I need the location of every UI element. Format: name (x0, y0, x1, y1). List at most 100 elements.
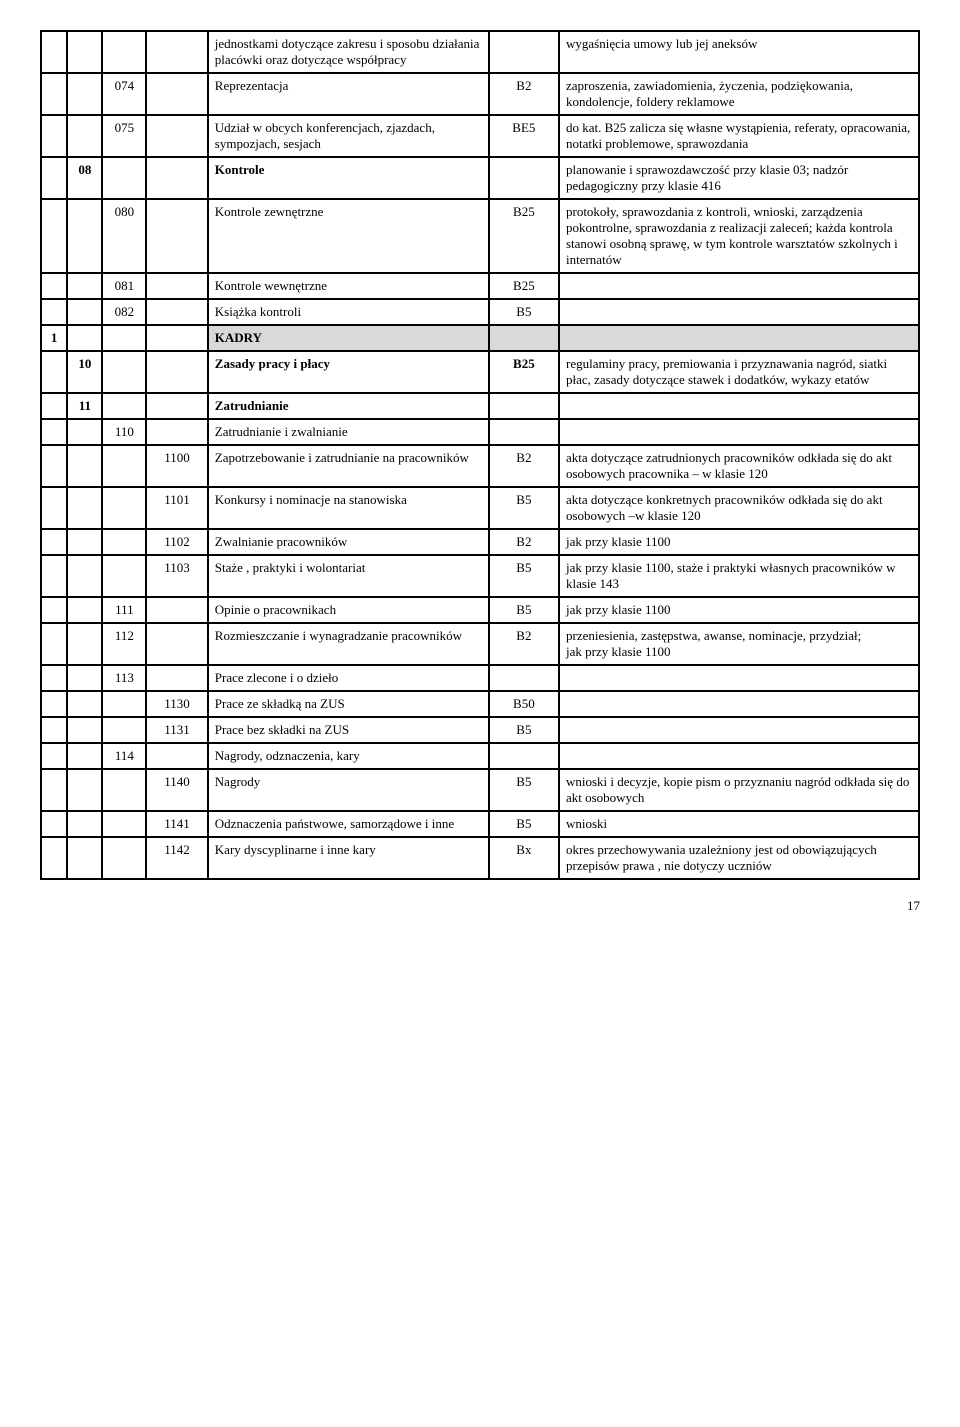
cell-desc: jednostkami dotyczące zakresu i sposobu … (208, 31, 489, 73)
cell-c4: 1130 (146, 691, 207, 717)
cell-c1 (41, 837, 67, 879)
table-row: jednostkami dotyczące zakresu i sposobu … (41, 31, 919, 73)
cell-desc: Staże , praktyki i wolontariat (208, 555, 489, 597)
cell-c2 (67, 115, 102, 157)
cell-c1 (41, 743, 67, 769)
cell-c4 (146, 73, 207, 115)
cell-c4: 1103 (146, 555, 207, 597)
classification-table: jednostkami dotyczące zakresu i sposobu … (40, 30, 920, 880)
cell-c4 (146, 31, 207, 73)
cell-c3 (102, 325, 146, 351)
cell-notes (559, 743, 919, 769)
table-row: 1141Odznaczenia państwowe, samorządowe i… (41, 811, 919, 837)
cell-desc: Odznaczenia państwowe, samorządowe i inn… (208, 811, 489, 837)
cell-c2 (67, 529, 102, 555)
cell-c2: 08 (67, 157, 102, 199)
cell-notes: akta dotyczące konkretnych pracowników o… (559, 487, 919, 529)
cell-desc: Prace ze składką na ZUS (208, 691, 489, 717)
table-row: 10Zasady pracy i płacyB25regulaminy prac… (41, 351, 919, 393)
cell-c2: 10 (67, 351, 102, 393)
cell-cat: B50 (489, 691, 559, 717)
cell-c1: 1 (41, 325, 67, 351)
cell-c4: 1131 (146, 717, 207, 743)
table-row: 1100Zapotrzebowanie i zatrudnianie na pr… (41, 445, 919, 487)
table-row: 081Kontrole wewnętrzneB25 (41, 273, 919, 299)
cell-c2 (67, 769, 102, 811)
table-row: 1131Prace bez składki na ZUSB5 (41, 717, 919, 743)
cell-c2 (67, 419, 102, 445)
cell-c4 (146, 419, 207, 445)
cell-desc: Zatrudnianie i zwalnianie (208, 419, 489, 445)
cell-notes: do kat. B25 zalicza się własne wystąpien… (559, 115, 919, 157)
cell-notes (559, 299, 919, 325)
table-row: 1101Konkursy i nominacje na stanowiskaB5… (41, 487, 919, 529)
table-row: 074ReprezentacjaB2zaproszenia, zawiadomi… (41, 73, 919, 115)
cell-desc: Konkursy i nominacje na stanowiska (208, 487, 489, 529)
cell-notes (559, 419, 919, 445)
table-row: 082Książka kontroliB5 (41, 299, 919, 325)
cell-c1 (41, 555, 67, 597)
cell-c4: 1141 (146, 811, 207, 837)
table-row: 112Rozmieszczanie i wynagradzanie pracow… (41, 623, 919, 665)
cell-cat: B5 (489, 717, 559, 743)
cell-c1 (41, 665, 67, 691)
cell-c4 (146, 393, 207, 419)
cell-c2 (67, 487, 102, 529)
cell-c1 (41, 157, 67, 199)
cell-c3 (102, 157, 146, 199)
cell-c4 (146, 351, 207, 393)
table-row: 1130Prace ze składką na ZUSB50 (41, 691, 919, 717)
cell-c2 (67, 837, 102, 879)
cell-c4 (146, 665, 207, 691)
table-row: 1140NagrodyB5wnioski i decyzje, kopie pi… (41, 769, 919, 811)
cell-notes: wnioski i decyzje, kopie pism o przyznan… (559, 769, 919, 811)
cell-c2 (67, 31, 102, 73)
cell-c1 (41, 273, 67, 299)
cell-desc: Udział w obcych konferencjach, zjazdach,… (208, 115, 489, 157)
cell-c2 (67, 299, 102, 325)
cell-desc: KADRY (208, 325, 489, 351)
cell-c1 (41, 769, 67, 811)
cell-cat: B2 (489, 529, 559, 555)
cell-c3 (102, 717, 146, 743)
cell-notes: jak przy klasie 1100, staże i praktyki w… (559, 555, 919, 597)
cell-cat (489, 325, 559, 351)
cell-c3 (102, 555, 146, 597)
cell-c3 (102, 691, 146, 717)
cell-c4 (146, 325, 207, 351)
cell-cat: B25 (489, 351, 559, 393)
cell-cat: BE5 (489, 115, 559, 157)
cell-c1 (41, 115, 67, 157)
cell-c2 (67, 717, 102, 743)
cell-cat: B5 (489, 487, 559, 529)
cell-c2 (67, 597, 102, 623)
cell-cat: B5 (489, 769, 559, 811)
cell-c3 (102, 769, 146, 811)
cell-c3: 074 (102, 73, 146, 115)
cell-cat: B2 (489, 445, 559, 487)
cell-desc: Zatrudnianie (208, 393, 489, 419)
cell-c4 (146, 273, 207, 299)
cell-cat: B25 (489, 273, 559, 299)
cell-notes (559, 393, 919, 419)
cell-c2 (67, 743, 102, 769)
cell-c4: 1142 (146, 837, 207, 879)
cell-c2 (67, 73, 102, 115)
cell-cat (489, 393, 559, 419)
cell-c4 (146, 623, 207, 665)
cell-c3: 111 (102, 597, 146, 623)
cell-c3: 112 (102, 623, 146, 665)
cell-c1 (41, 393, 67, 419)
cell-notes: jak przy klasie 1100 (559, 529, 919, 555)
cell-c3 (102, 445, 146, 487)
table-row: 1102Zwalnianie pracownikówB2jak przy kla… (41, 529, 919, 555)
cell-notes: planowanie i sprawozdawczość przy klasie… (559, 157, 919, 199)
cell-c1 (41, 487, 67, 529)
cell-notes: protokoły, sprawozdania z kontroli, wnio… (559, 199, 919, 273)
cell-c4: 1140 (146, 769, 207, 811)
cell-desc: Książka kontroli (208, 299, 489, 325)
cell-c1 (41, 811, 67, 837)
table-row: 113Prace zlecone i o dzieło (41, 665, 919, 691)
cell-desc: Kontrole zewnętrzne (208, 199, 489, 273)
cell-desc: Nagrody (208, 769, 489, 811)
